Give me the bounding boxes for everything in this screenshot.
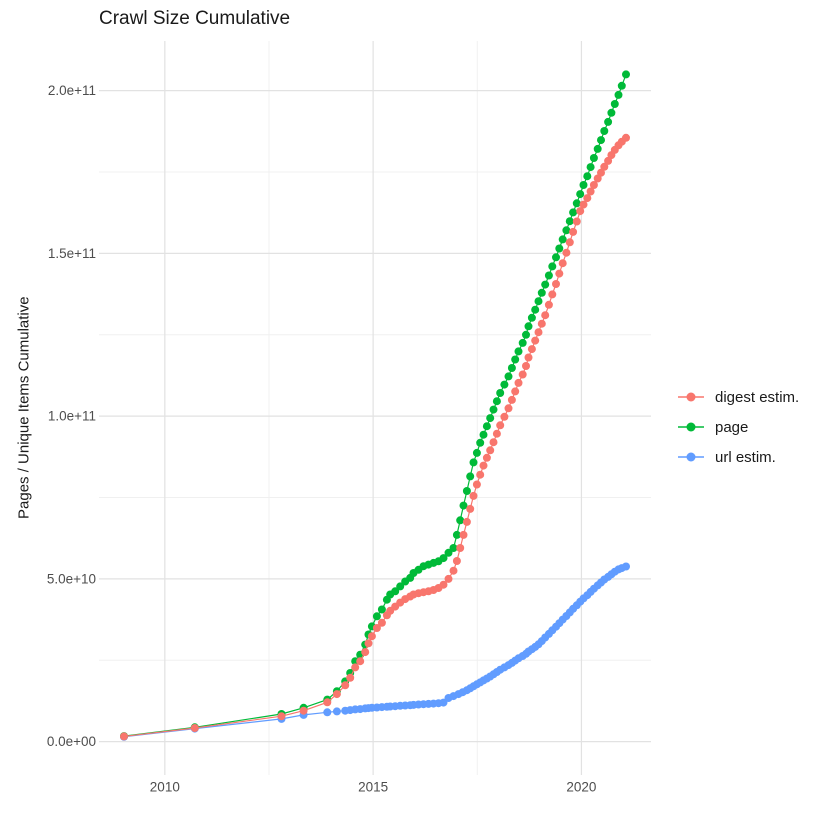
x-tick-label: 2020 (566, 780, 596, 795)
legend: digest estim. page url estim. (676, 382, 799, 472)
series-url-estim (120, 562, 630, 741)
legend-label: url estim. (715, 448, 776, 466)
series-page (120, 70, 630, 741)
x-tick-label: 2015 (358, 780, 388, 795)
legend-key-icon (678, 452, 704, 462)
legend-key-icon (678, 392, 704, 402)
legend-label: page (715, 418, 749, 436)
x-tick-label: 2010 (150, 780, 180, 795)
y-tick-label: 2.0e+11 (48, 83, 96, 98)
legend-key-icon (678, 422, 704, 432)
legend-item-digest-estim: digest estim. (676, 382, 799, 412)
series-line (123, 565, 627, 738)
y-tick-label: 1.0e+11 (48, 409, 96, 424)
legend-item-url-estim: url estim. (676, 442, 799, 472)
y-tick-label: 1.5e+11 (48, 246, 96, 261)
legend-label: digest estim. (715, 388, 800, 406)
series-line (123, 137, 627, 737)
legend-item-page: page (676, 412, 799, 442)
y-tick-label: 0.0e+00 (47, 734, 96, 749)
y-tick-label: 5.0e+10 (47, 571, 96, 586)
plot-title: Crawl Size Cumulative (99, 8, 291, 29)
series-digest-estim (120, 133, 630, 741)
